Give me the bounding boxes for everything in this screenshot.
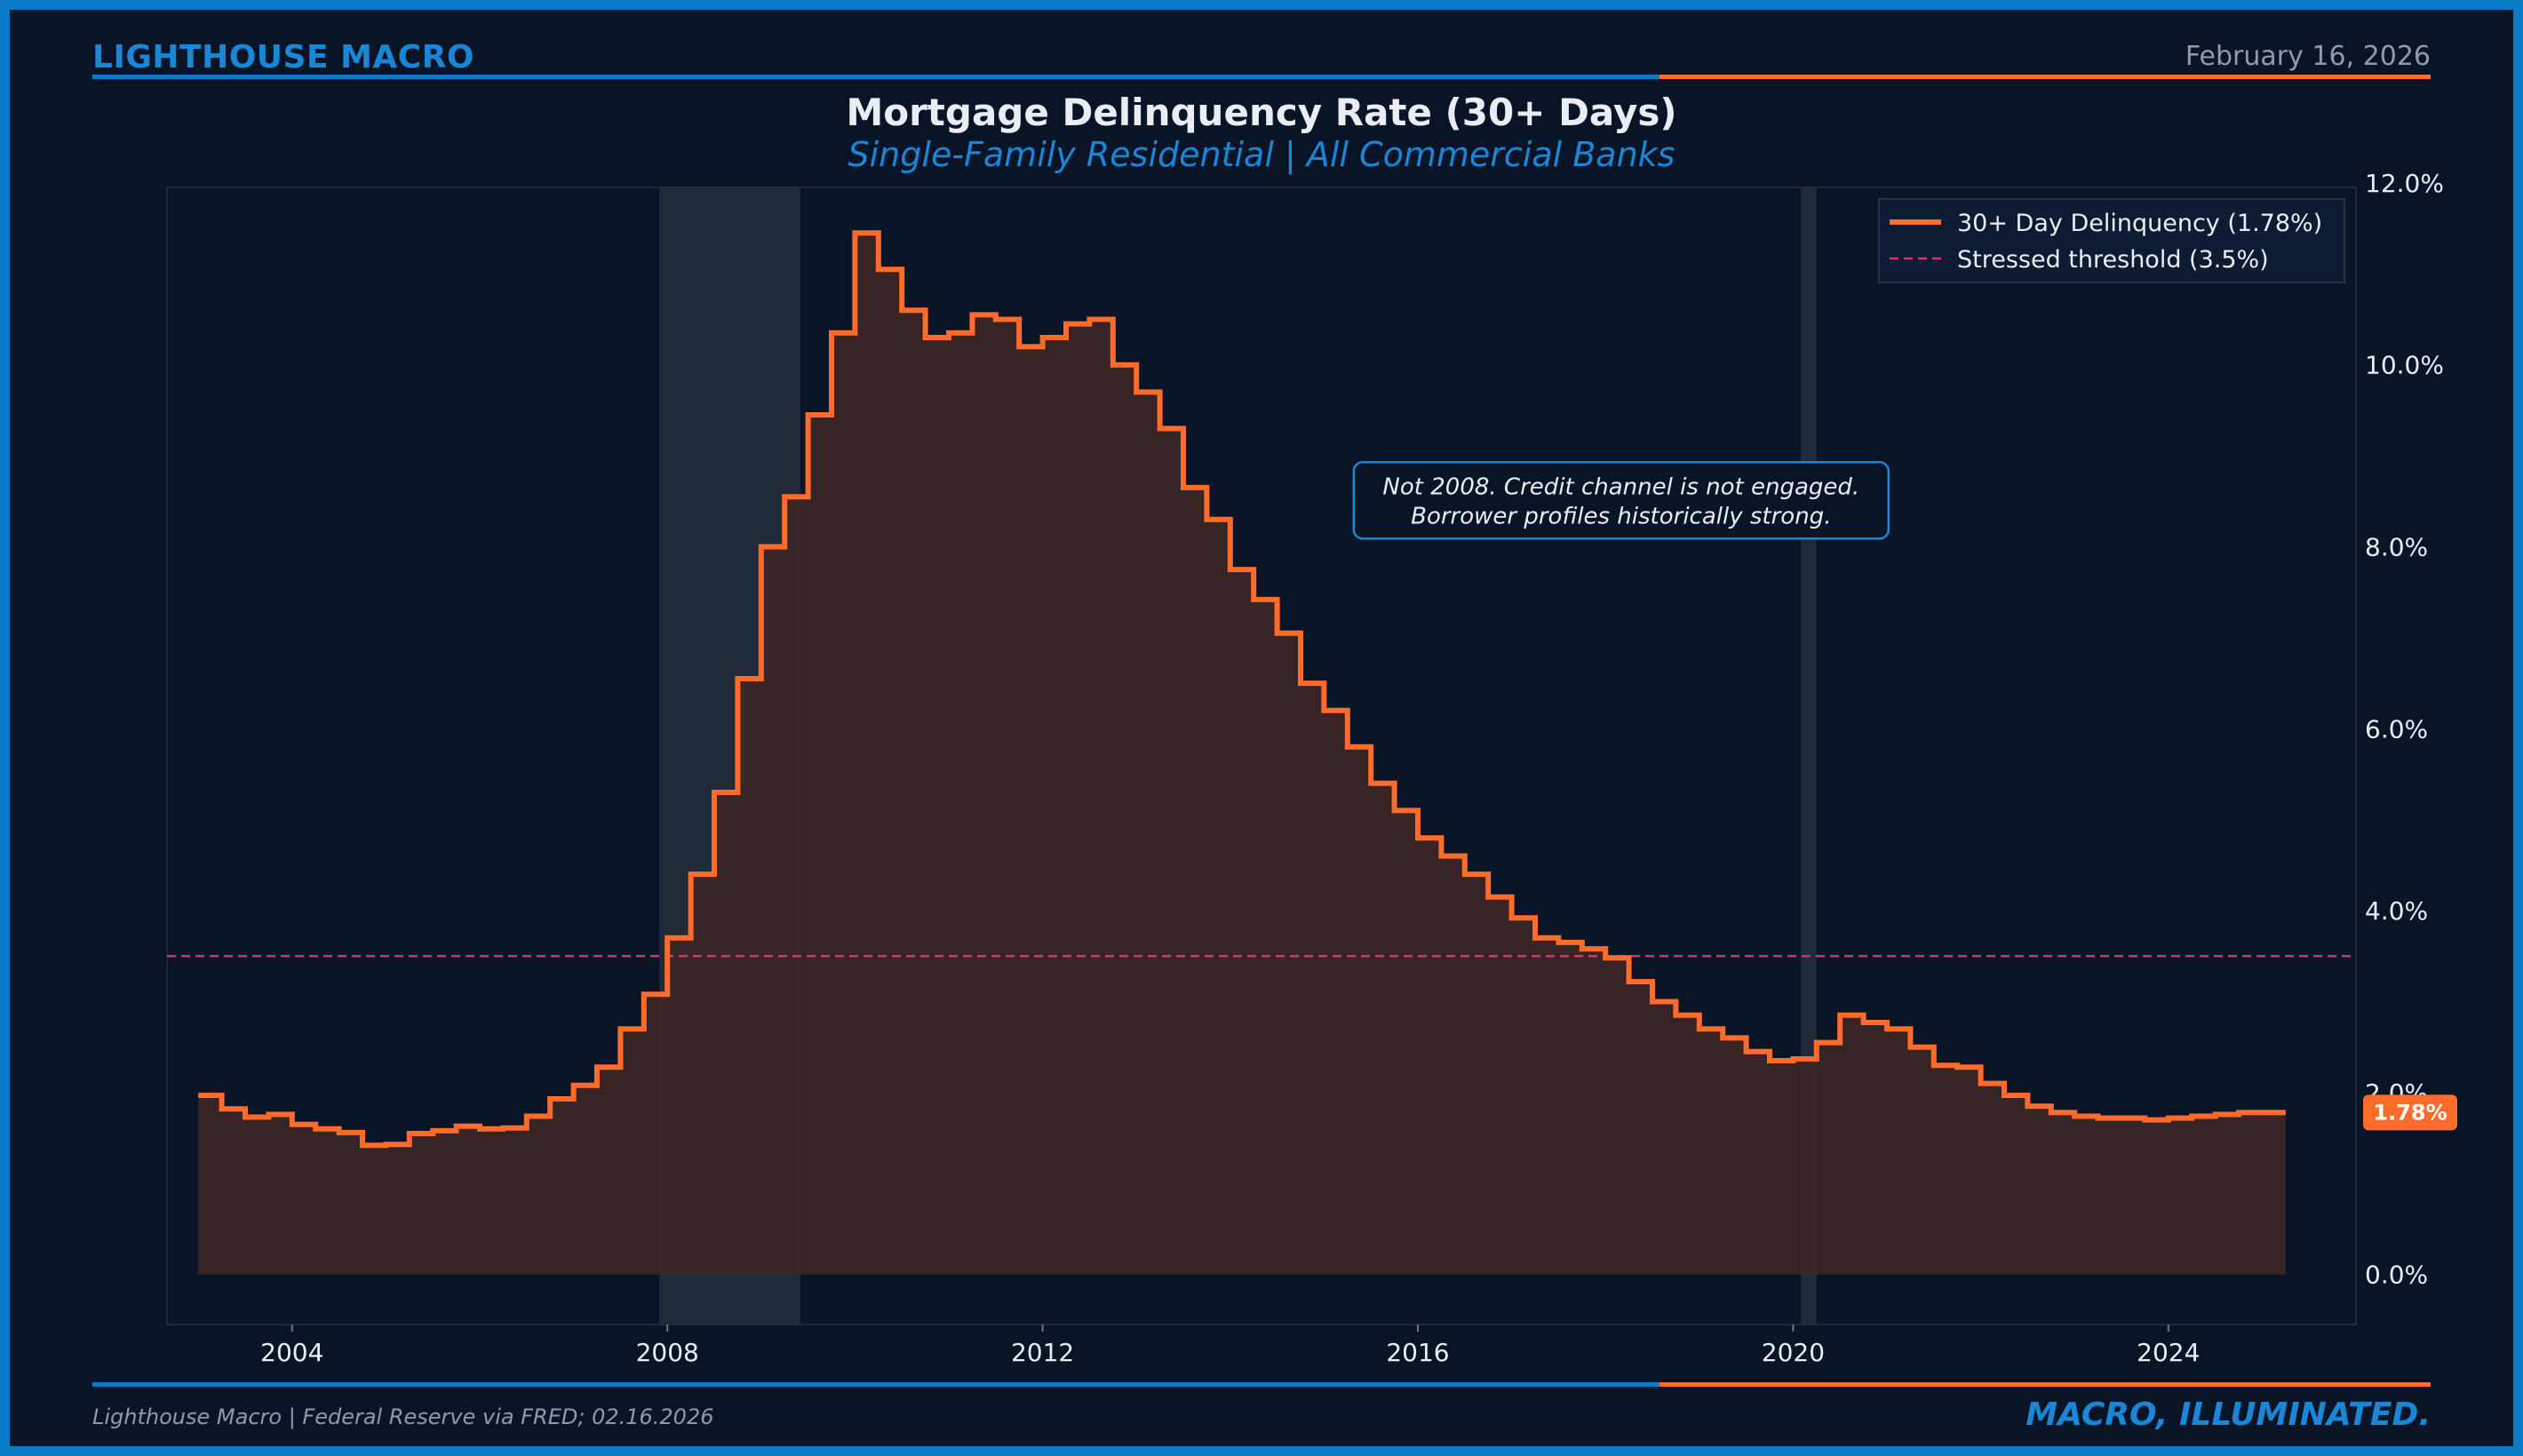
legend-label-threshold: Stressed threshold (3.5%) [1957,246,2269,274]
y-tick-label: 0.0% [2365,1261,2428,1290]
chart-subtitle: Single-Family Residential | All Commerci… [848,135,1675,174]
footer-rule-blue [92,1382,1659,1387]
legend-label-series: 30+ Day Delinquency (1.78%) [1957,210,2322,237]
x-tick-label: 2012 [1011,1338,1074,1367]
annotation-line-2: Borrower profiles historically strong. [1411,503,1831,529]
y-tick-label: 6.0% [2365,714,2428,744]
series-line [198,230,2286,1149]
x-tick-label: 2024 [2137,1338,2200,1367]
x-tick-label: 2020 [1762,1338,1825,1367]
y-tick-label: 10.0% [2365,351,2444,380]
legend-box [1878,198,2345,283]
x-tick-label: 2004 [260,1338,323,1367]
annotation-box [1352,461,1890,540]
y-tick-label: 12.0% [2365,169,2444,198]
last-value-badge [2363,1094,2457,1131]
tagline: MACRO, ILLUMINATED. [2026,1396,2431,1433]
y-tick-label: 8.0% [2365,532,2428,561]
x-tick-label: 2016 [1386,1338,1449,1367]
series-area-fill [198,233,2286,1275]
brand-logo: LIGHTHOUSE MACRO [92,39,475,76]
x-tick-label: 2008 [636,1338,699,1367]
chart-title: Mortgage Delinquency Rate (30+ Days) [846,91,1677,134]
footer-rule-orange [1659,1382,2431,1387]
last-value-label: 1.78% [2373,1100,2447,1125]
annotation-line-1: Not 2008. Credit channel is not engaged. [1382,473,1859,500]
header-rule-orange [1659,75,2431,79]
publish-date: February 16, 2026 [2185,41,2431,72]
header-rule-blue [92,75,1659,79]
y-tick-label: 4.0% [2365,896,2428,926]
source-note: Lighthouse Macro | Federal Reserve via F… [92,1404,714,1429]
